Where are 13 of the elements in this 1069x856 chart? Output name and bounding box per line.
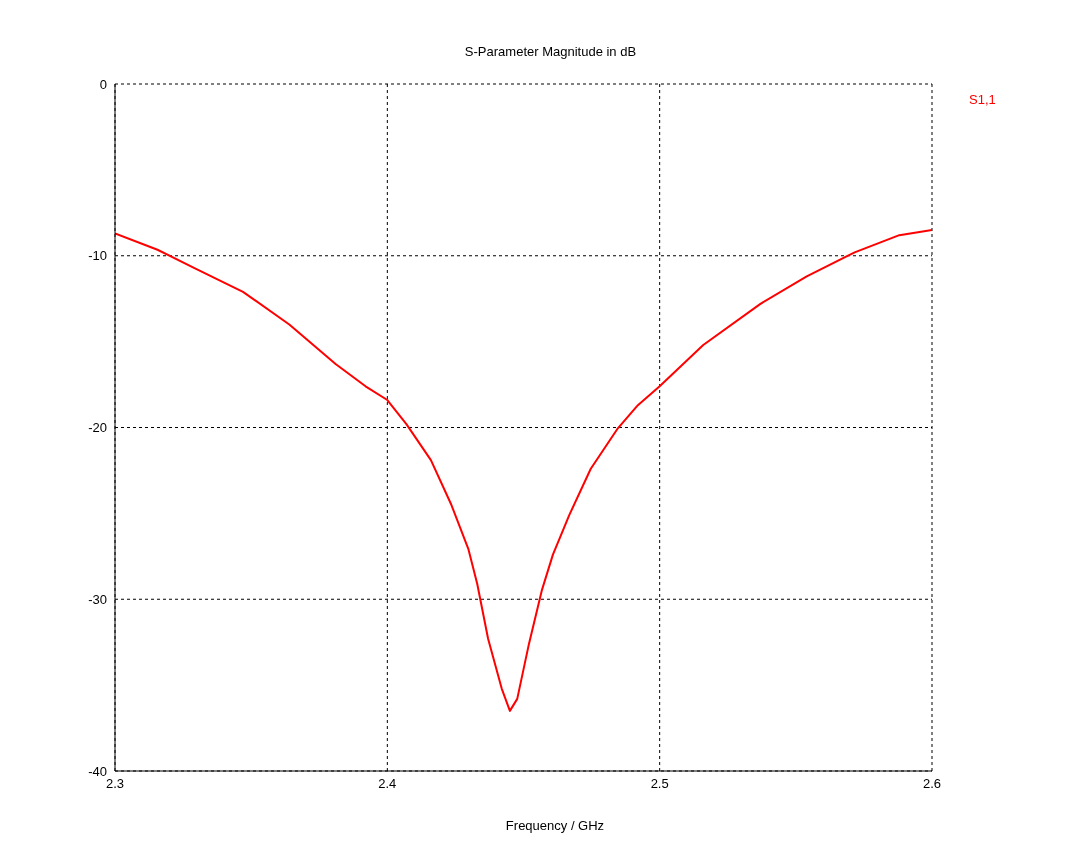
line-series <box>115 228 932 712</box>
y-tick-label: -30 <box>88 591 107 607</box>
text: S1,1 <box>969 92 997 107</box>
x-tick-label: 2.6 <box>922 776 942 792</box>
x-tick-label: 2.5 <box>650 776 669 792</box>
y-tick-label: 0 <box>99 76 107 92</box>
x-tick-label: 2.4 <box>378 776 397 792</box>
chart-title: S-Parameter Magnitude in dB <box>463 44 638 59</box>
x-axis-title: Frequency / GHz <box>504 818 606 833</box>
y-tick-label: -10 <box>88 248 107 264</box>
y-tick-label: -20 <box>88 420 107 436</box>
x-tick-label: 2.3 <box>105 776 125 792</box>
y-tick-label: -40 <box>88 763 107 779</box>
